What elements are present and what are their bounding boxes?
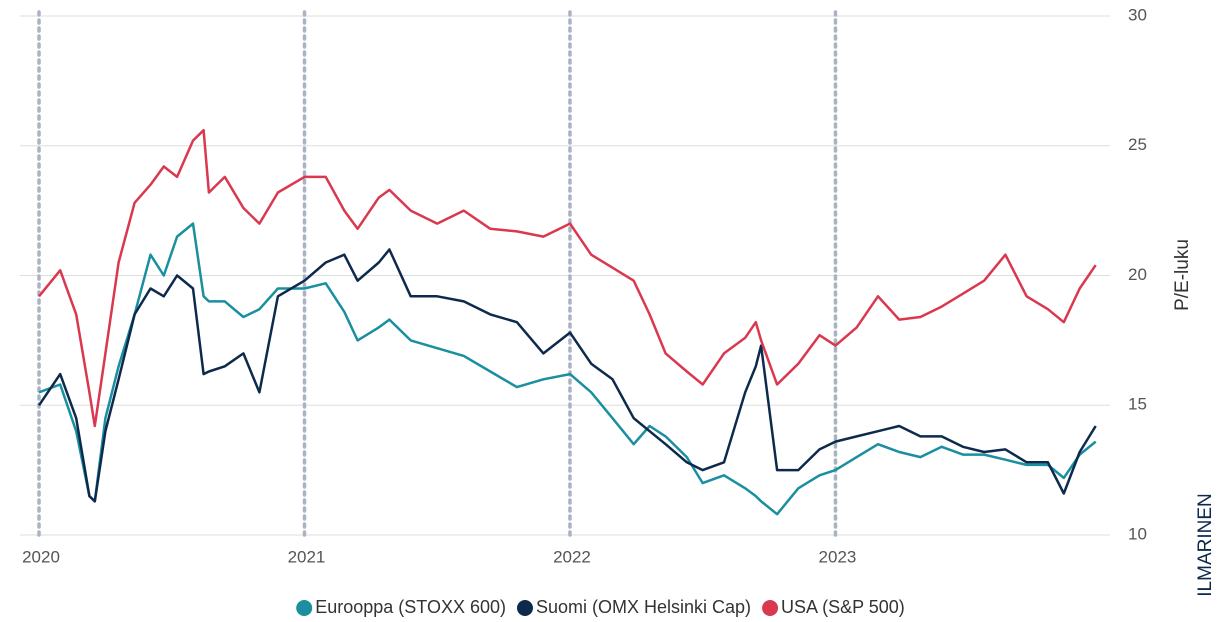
y-tick-label: 25 [1128,135,1147,154]
y-axis-title: P/E-luku [1172,239,1193,311]
legend: Eurooppa (STOXX 600) Suomi (OMX Helsinki … [296,597,905,617]
legend-label: USA (S&P 500) [781,597,905,617]
y-tick-label: 10 [1128,524,1147,543]
x-tick-label: 2022 [553,547,591,566]
legend-swatch [516,600,533,616]
brand: ILMARINEN [1195,493,1216,596]
y-tick-label: 30 [1128,5,1147,24]
legend-swatch [296,600,313,616]
series-line [37,248,1097,503]
y-tick-label: 20 [1128,265,1147,284]
x-tick-label: 2020 [22,547,60,566]
legend-swatch [762,600,779,616]
x-tick-label: 2021 [288,547,326,566]
series-line [38,128,1097,428]
x-tick-label: 2023 [819,547,857,566]
legend-label: Suomi (OMX Helsinki Cap) [536,597,751,617]
legend-label: Eurooppa (STOXX 600) [315,597,506,617]
series-line [38,222,1097,516]
y-tick-label: 15 [1128,395,1147,414]
